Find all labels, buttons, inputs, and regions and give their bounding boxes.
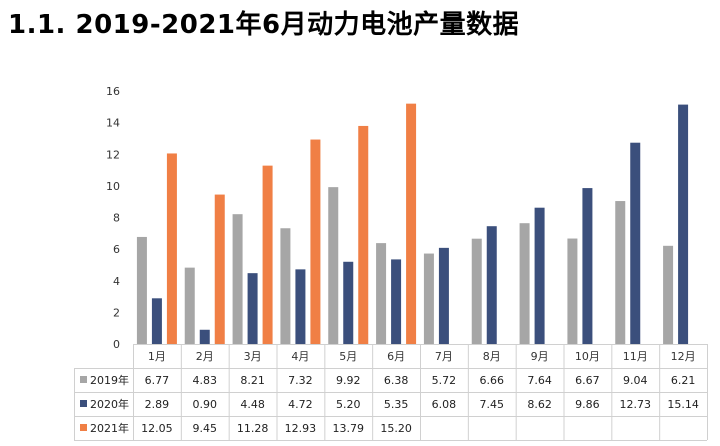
legend-swatch [80, 424, 87, 431]
bar-2020年-2月 [199, 329, 210, 344]
data-label: 9.86 [575, 398, 600, 411]
page-title: 1.1. 2019-2021年6月动力电池产量数据 [8, 10, 520, 40]
data-label: 6.38 [384, 374, 409, 387]
data-label: 2.89 [145, 398, 170, 411]
bar-2019年-6月 [376, 243, 387, 344]
bar-2019年-2月 [184, 267, 195, 344]
bar-2019年-5月 [328, 187, 339, 344]
data-label: 7.45 [480, 398, 505, 411]
category-label: 12月 [671, 350, 696, 363]
category-label: 6月 [387, 350, 405, 363]
data-table: 1月 2月 3月 4月 5月 6月 7月 8月 9月 10月 11月 12月 2019年 6.77 4.83… [74, 344, 708, 441]
category-label: 5月 [339, 350, 357, 363]
bar-2020年-8月 [486, 226, 497, 344]
bar-2019年-7月 [423, 253, 434, 344]
bar-2019年-12月 [663, 245, 674, 344]
data-label: 15.20 [380, 422, 412, 435]
data-label: 5.35 [384, 398, 409, 411]
legend-swatch [80, 400, 87, 407]
data-label: 9.45 [193, 422, 218, 435]
data-label: 4.83 [193, 374, 218, 387]
bar-2020年-11月 [630, 142, 641, 344]
bar-2021年-1月 [166, 153, 177, 344]
data-label: 6.08 [432, 398, 457, 411]
data-label: 7.32 [288, 374, 313, 387]
category-label: 7月 [435, 350, 453, 363]
data-label: 5.20 [336, 398, 361, 411]
y-tick-label: 16 [106, 85, 120, 98]
bar-2021年-5月 [358, 125, 369, 345]
data-label: 6.67 [575, 374, 600, 387]
legend-label: 2020年 [90, 397, 129, 411]
y-axis: 0 2 4 6 8 10 12 14 16 [106, 85, 120, 351]
category-label: 8月 [483, 350, 501, 363]
legend-label: 2021年 [90, 421, 129, 435]
data-label: 12.05 [141, 422, 173, 435]
bar-2021年-4月 [310, 139, 321, 344]
bar-2019年-9月 [519, 223, 530, 344]
data-label: 9.04 [623, 374, 648, 387]
bar-2020年-7月 [438, 247, 449, 344]
data-label: 15.14 [667, 398, 699, 411]
bar-2019年-11月 [615, 201, 626, 344]
bars-layer [133, 103, 707, 345]
y-tick-label: 14 [106, 117, 120, 130]
data-label: 11.28 [237, 422, 269, 435]
bar-2021年-6月 [406, 103, 417, 345]
y-tick-label: 6 [113, 243, 120, 256]
data-label: 0.90 [193, 398, 218, 411]
bar-2021年-3月 [262, 165, 273, 344]
y-tick-label: 2 [113, 306, 120, 319]
data-label: 6.77 [145, 374, 170, 387]
data-label: 6.66 [480, 374, 505, 387]
bar-2020年-12月 [678, 104, 689, 344]
bar-2019年-4月 [280, 228, 291, 344]
bar-2019年-3月 [232, 214, 243, 344]
data-label: 8.21 [240, 374, 265, 387]
data-label: 9.92 [336, 374, 361, 387]
bar-2020年-10月 [582, 188, 593, 344]
bar-2021年-2月 [214, 194, 225, 344]
bar-2020年-9月 [534, 207, 545, 344]
category-label: 4月 [291, 350, 309, 363]
category-label: 2月 [196, 350, 214, 363]
data-label: 8.62 [527, 398, 552, 411]
y-tick-label: 4 [113, 275, 120, 288]
data-label: 13.79 [333, 422, 365, 435]
bar-2020年-1月 [151, 298, 162, 344]
y-tick-label: 0 [113, 338, 120, 351]
y-tick-label: 12 [106, 148, 120, 161]
bar-2020年-5月 [343, 261, 354, 344]
data-label: 4.48 [240, 398, 265, 411]
legend-label: 2019年 [90, 373, 129, 387]
legend-swatch [80, 376, 87, 383]
y-tick-label: 10 [106, 180, 120, 193]
category-label: 1月 [148, 350, 166, 363]
data-label: 12.73 [620, 398, 652, 411]
y-tick-label: 8 [113, 212, 120, 225]
category-label: 10月 [575, 350, 600, 363]
bar-2020年-6月 [391, 259, 402, 344]
category-label: 11月 [623, 350, 648, 363]
data-label: 12.93 [285, 422, 317, 435]
bar-2020年-3月 [247, 273, 258, 344]
bar-2019年-8月 [471, 238, 482, 344]
data-label: 4.72 [288, 398, 313, 411]
bar-2020年-4月 [295, 269, 306, 344]
bar-2019年-1月 [136, 236, 147, 344]
data-label: 5.72 [432, 374, 457, 387]
bar-2019年-10月 [567, 238, 578, 344]
data-label: 7.64 [527, 374, 552, 387]
category-label: 3月 [244, 350, 262, 363]
data-label: 6.21 [671, 374, 696, 387]
category-label: 9月 [531, 350, 549, 363]
